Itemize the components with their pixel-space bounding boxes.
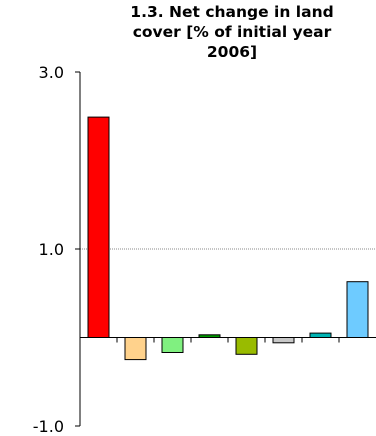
- chart-title-line-3: 2006]: [206, 43, 258, 61]
- bar-6: [272, 337, 295, 344]
- chart-title-line-2: cover [% of initial year: [132, 23, 332, 41]
- y-tick-label-top: 3.0: [39, 63, 64, 82]
- chart-title-line-1: 1.3. Net change in land: [130, 3, 334, 21]
- ticks: [75, 71, 340, 427]
- bar-8: [346, 281, 369, 339]
- chart-title: 1.3. Net change in land cover [% of init…: [88, 2, 376, 62]
- bar-1: [87, 116, 110, 338]
- bar-3: [161, 337, 184, 353]
- bars: [87, 116, 369, 361]
- y-tick-label-bottom: -1.0: [33, 417, 64, 436]
- y-tick-labels: 3.0 1.0 -1.0: [33, 63, 64, 436]
- bar-2: [124, 337, 147, 361]
- bar-5: [235, 337, 258, 355]
- bar-7: [309, 332, 332, 339]
- y-tick-label-mid: 1.0: [39, 240, 64, 259]
